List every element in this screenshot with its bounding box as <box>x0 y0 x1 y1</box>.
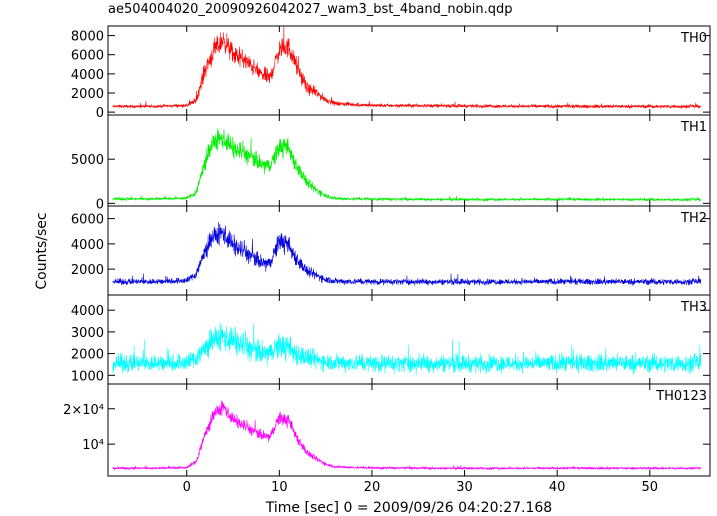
th3-y-tick-label: 4000 <box>71 304 104 319</box>
th3-band-label: TH3 <box>680 300 707 315</box>
x-tick-label: 50 <box>642 480 659 495</box>
th0123-light-curve <box>112 400 702 471</box>
th1-band-label: TH1 <box>680 120 707 135</box>
th0-y-tick-label: 6000 <box>71 49 104 64</box>
th3-panel-frame <box>107 294 711 385</box>
y-axis-label: Counts/sec <box>34 212 50 289</box>
x-tick-label: 30 <box>456 480 473 495</box>
x-tick-label: 40 <box>549 480 566 495</box>
th2-y-tick-label: 2000 <box>71 263 104 278</box>
th0-band-label: TH0 <box>680 31 707 46</box>
chart-title: ae504004020_20090926042027_wam3_bst_4ban… <box>108 2 513 17</box>
th0-panel-frame <box>107 25 711 116</box>
th2-band-label: TH2 <box>680 211 707 226</box>
x-tick-label: 10 <box>271 480 288 495</box>
x-tick-label: 20 <box>364 480 381 495</box>
th1-y-tick-label: 5000 <box>71 153 104 168</box>
th0123-panel-frame <box>107 383 711 477</box>
th0-y-tick-label: 0 <box>96 106 104 121</box>
th2-y-tick-label: 4000 <box>71 238 104 253</box>
th0-y-tick-label: 8000 <box>71 30 104 45</box>
x-tick-label: 0 <box>183 480 191 495</box>
th0123-y-tick-label: 10⁴ <box>82 438 104 453</box>
th3-y-tick-label: 3000 <box>71 326 104 341</box>
th3-y-tick-label: 2000 <box>71 348 104 363</box>
th2-light-curve <box>112 222 702 286</box>
th0-y-tick-label: 2000 <box>71 87 104 102</box>
th1-panel-frame <box>107 114 711 207</box>
th1-light-curve <box>112 128 701 202</box>
th3-y-tick-label: 1000 <box>71 369 104 384</box>
th0123-y-tick-label: 2×10⁴ <box>63 403 104 418</box>
th0-light-curve <box>112 26 702 110</box>
x-axis-label: Time [sec] 0 = 2009/09/26 04:20:27.168 <box>265 500 552 516</box>
th2-y-tick-label: 6000 <box>71 213 104 228</box>
th3-light-curve <box>112 322 702 375</box>
th1-y-tick-label: 0 <box>96 197 104 212</box>
th0-y-tick-label: 4000 <box>71 68 104 83</box>
th0123-band-label: TH0123 <box>655 389 707 404</box>
